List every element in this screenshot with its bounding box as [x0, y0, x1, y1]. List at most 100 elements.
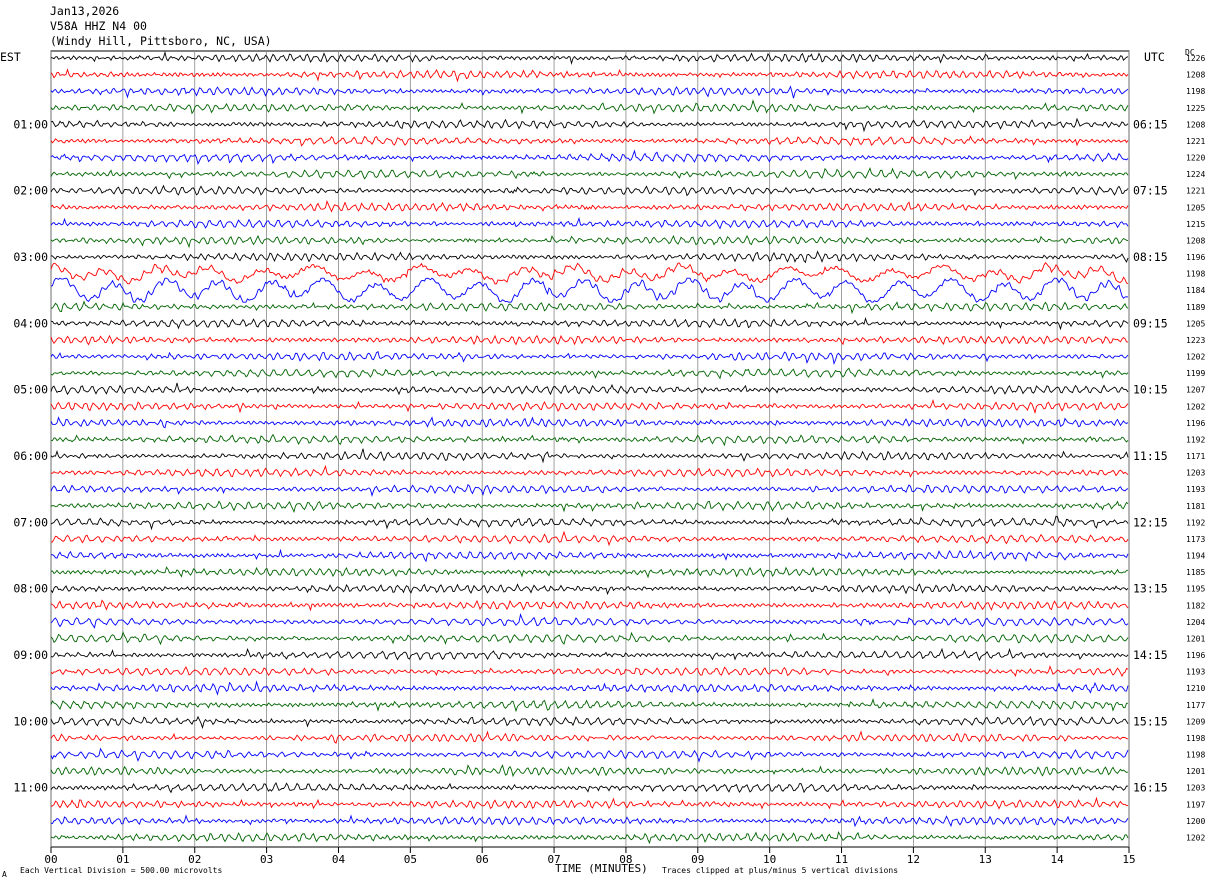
x-tick-label: 15: [1122, 853, 1135, 866]
dc-offset-label: 1210: [1186, 684, 1205, 693]
right-hour-label: 12:15: [1133, 515, 1168, 529]
dc-offset-label: 1193: [1186, 668, 1205, 677]
dc-offset-label: 1173: [1186, 535, 1205, 544]
trace-line: [50, 85, 1129, 99]
x-tick-label: 07: [547, 853, 560, 866]
trace-line: [50, 416, 1129, 429]
trace-line: [50, 715, 1129, 730]
trace-line: [50, 464, 1129, 478]
trace-line: [50, 135, 1129, 147]
right-hour-label: 16:15: [1133, 781, 1168, 795]
dc-offset-label: 1184: [1186, 286, 1205, 295]
dc-offset-label: 1195: [1186, 585, 1205, 594]
trace-line: [50, 583, 1129, 596]
right-hour-label: 13:15: [1133, 582, 1168, 596]
dc-offset-label: 1198: [1186, 87, 1205, 96]
left-timezone-label: EST: [0, 50, 21, 64]
x-tick-label: 01: [116, 853, 129, 866]
dc-offset-label: 1208: [1186, 120, 1205, 129]
x-tick-label: 08: [619, 853, 632, 866]
trace-line: [50, 665, 1129, 678]
x-tick-label: 13: [979, 853, 992, 866]
x-tick-label: 05: [404, 853, 417, 866]
dc-offset-label: 1221: [1186, 137, 1205, 146]
dc-offset-label: 1208: [1186, 236, 1205, 245]
dc-offset-label: 1192: [1186, 518, 1205, 527]
trace-line: [50, 99, 1129, 115]
clip-note: Traces clipped at plus/minus 5 vertical …: [662, 866, 899, 875]
x-tick-label: 09: [691, 853, 704, 866]
dc-offset-label: 1193: [1186, 485, 1205, 494]
right-hour-label: 08:15: [1133, 250, 1168, 264]
dc-offset-label: 1177: [1186, 701, 1205, 710]
x-axis-title: TIME (MINUTES): [555, 862, 648, 875]
trace-line: [50, 548, 1129, 563]
right-hour-label: 15:15: [1133, 714, 1168, 728]
dc-offset-label: 1198: [1186, 734, 1205, 743]
trace-line: [50, 382, 1129, 396]
scale-note: Each Vertical Division = 500.00 microvol…: [20, 866, 223, 875]
trace-line: [50, 530, 1129, 547]
x-tick-label: 14: [1051, 853, 1065, 866]
left-hour-label: 01:00: [13, 117, 48, 131]
trace-line: [50, 566, 1129, 579]
dc-offset-label: 1225: [1186, 104, 1205, 113]
x-tick-label: 12: [907, 853, 920, 866]
left-hour-label: 06:00: [13, 449, 48, 463]
dc-offset-label: 1209: [1186, 717, 1205, 726]
trace-line: [50, 68, 1129, 83]
x-tick-label: 02: [188, 853, 201, 866]
x-tick-label: 04: [332, 853, 346, 866]
dc-offset-label: 1194: [1186, 552, 1205, 561]
dc-offset-label: 1203: [1186, 469, 1205, 478]
trace-line: [50, 149, 1129, 165]
dc-offset-label: 1200: [1186, 817, 1205, 826]
trace-line: [50, 277, 1129, 303]
dc-offset-label: 1223: [1186, 336, 1205, 345]
trace-line: [50, 782, 1129, 794]
trace-line: [50, 433, 1129, 447]
trace-line: [50, 647, 1129, 662]
dc-offset-label: 1196: [1186, 419, 1205, 428]
trace-line: [50, 250, 1129, 264]
plot-date: Jan13,2026: [50, 4, 120, 18]
dc-offset-label: 1196: [1186, 253, 1205, 262]
dc-offset-label: 1224: [1186, 170, 1205, 179]
dc-offset-label: 1199: [1186, 369, 1205, 378]
trace-line: [50, 117, 1129, 133]
trace-line: [50, 612, 1129, 629]
trace-line: [50, 500, 1129, 513]
left-hour-label: 08:00: [13, 582, 48, 596]
dc-offset-label: 1220: [1186, 154, 1205, 163]
trace-line: [50, 234, 1129, 249]
x-tick-label: 10: [763, 853, 776, 866]
right-hour-label: 14:15: [1133, 648, 1168, 662]
left-hour-label: 07:00: [13, 515, 48, 529]
left-hour-label: 03:00: [13, 250, 48, 264]
right-hour-label: 06:15: [1133, 117, 1168, 131]
trace-line: [50, 515, 1129, 531]
dc-offset-label: 1202: [1186, 402, 1205, 411]
trace-line: [50, 698, 1129, 713]
trace-line: [50, 630, 1129, 646]
dc-offset-label: 1201: [1186, 767, 1205, 776]
trace-line: [50, 367, 1129, 380]
dc-offset-label: 1205: [1186, 203, 1205, 212]
trace-line: [50, 814, 1129, 828]
trace-line: [50, 730, 1129, 744]
dc-offset-label: 1192: [1186, 435, 1205, 444]
dc-offset-label: 1182: [1186, 601, 1205, 610]
trace-line: [50, 448, 1129, 464]
dc-offset-label: 1205: [1186, 319, 1205, 328]
right-hour-label: 10:15: [1133, 383, 1168, 397]
trace-line: [50, 398, 1129, 415]
trace-line: [50, 50, 1129, 66]
x-tick-label: 00: [44, 853, 57, 866]
dc-offset-label: 1198: [1186, 270, 1205, 279]
trace-line: [50, 831, 1129, 845]
dc-offset-label: 1189: [1186, 303, 1205, 312]
dc-offset-label: 1198: [1186, 751, 1205, 760]
station-code: V58A HHZ N4 00: [50, 19, 147, 33]
dc-offset-label: 1204: [1186, 618, 1205, 627]
trace-line: [50, 599, 1129, 612]
